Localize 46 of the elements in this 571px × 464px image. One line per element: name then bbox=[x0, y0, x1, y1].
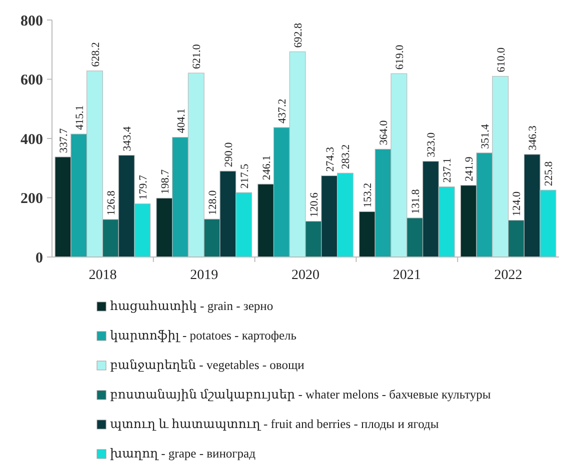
data-label: 621.0 bbox=[191, 44, 204, 70]
data-label: 351.4 bbox=[479, 124, 492, 149]
legend-label: կարտոֆիլ - potatoes - картофель bbox=[110, 328, 297, 342]
legend-label: խաղող - grape - виноград bbox=[110, 446, 256, 460]
data-label: 179.7 bbox=[137, 174, 150, 200]
y-tick-label: 0 bbox=[36, 250, 43, 266]
data-label: 198.7 bbox=[159, 168, 172, 194]
data-label: 692.8 bbox=[292, 22, 305, 48]
data-label: 610.0 bbox=[495, 47, 508, 72]
data-label: 131.8 bbox=[410, 188, 422, 214]
data-label: 128.0 bbox=[207, 190, 220, 216]
y-tick-label: 600 bbox=[20, 72, 43, 88]
x-tick-label: 2022 bbox=[494, 268, 522, 283]
data-label: 241.9 bbox=[464, 156, 476, 182]
x-tick-label: 2020 bbox=[292, 268, 320, 283]
data-label: 437.2 bbox=[276, 98, 289, 124]
data-label: 628.2 bbox=[90, 42, 102, 67]
data-label: 237.1 bbox=[442, 158, 454, 183]
data-label: 283.2 bbox=[340, 144, 352, 170]
data-label: 323.0 bbox=[426, 132, 438, 158]
data-label: 415.1 bbox=[74, 105, 86, 130]
data-label: 274.3 bbox=[324, 146, 336, 172]
data-label: 346.3 bbox=[527, 125, 540, 150]
data-label: 619.0 bbox=[394, 44, 406, 70]
data-label: 126.8 bbox=[106, 190, 118, 216]
legend-label: բոստանային մշակաբույսեր - whater melons - бахчевые культуры bbox=[110, 388, 492, 402]
data-label: 217.5 bbox=[238, 163, 251, 189]
data-label: 124.0 bbox=[511, 191, 524, 216]
data-label: 225.8 bbox=[543, 160, 556, 186]
y-tick-label: 200 bbox=[20, 191, 43, 207]
data-label: 153.2 bbox=[362, 182, 374, 208]
data-label: 120.6 bbox=[308, 192, 320, 218]
x-tick-label: 2018 bbox=[88, 268, 117, 283]
data-label: 404.1 bbox=[175, 108, 188, 134]
data-label: 337.7 bbox=[58, 128, 70, 153]
legend-label: հացահատիկ - grain - зерно bbox=[110, 299, 274, 313]
data-label: 364.0 bbox=[378, 120, 390, 146]
data-label: 246.1 bbox=[260, 155, 273, 180]
data-label: 343.4 bbox=[122, 126, 134, 152]
legend-label: բանջարեղեն - vegetables - овощи bbox=[110, 358, 305, 372]
y-tick-label: 800 bbox=[20, 13, 43, 30]
y-tick-label: 400 bbox=[20, 132, 43, 148]
data-label: 290.0 bbox=[222, 142, 235, 168]
legend-label: պտուղ և հատապտուղ - fruit and berries - плоды и ягоды bbox=[110, 417, 440, 431]
x-tick-label: 2019 bbox=[190, 268, 218, 283]
x-tick-label: 2021 bbox=[392, 268, 421, 283]
